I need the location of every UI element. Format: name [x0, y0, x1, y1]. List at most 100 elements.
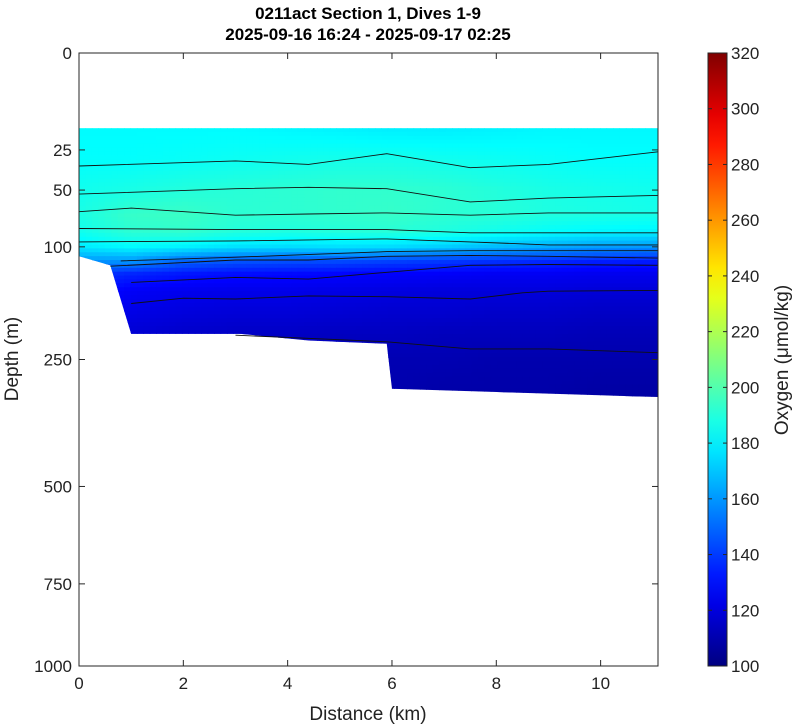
field-cell [143, 287, 151, 292]
field-cell [606, 147, 614, 152]
field-cell [207, 201, 215, 207]
field-cell [477, 201, 485, 207]
field-cell [272, 201, 280, 207]
field-cell [465, 283, 473, 288]
field-cell [278, 248, 286, 253]
field-cell [149, 236, 157, 242]
field-cell [651, 326, 658, 331]
field-cell [400, 256, 408, 261]
field-cell [349, 275, 357, 281]
field-cell [516, 182, 524, 187]
field-cell [272, 306, 280, 312]
field-cell [297, 201, 305, 207]
field-cell [194, 131, 202, 137]
field-cell [465, 337, 473, 343]
field-cell [342, 271, 350, 277]
field-cell [394, 131, 402, 137]
field-cell [400, 197, 408, 203]
field-cell [188, 217, 196, 222]
field-cell [329, 314, 337, 319]
field-cell [394, 314, 402, 319]
field-cell [246, 267, 254, 273]
field-cell [580, 128, 588, 133]
field-cell [535, 128, 543, 133]
field-cell [336, 178, 344, 184]
field-cell [612, 135, 620, 141]
field-cell [574, 294, 582, 300]
field-cell [522, 190, 530, 195]
field-cell [317, 225, 325, 230]
field-cell [574, 314, 582, 319]
field-cell [484, 197, 492, 203]
field-cell [252, 128, 260, 133]
field-cell [317, 128, 325, 133]
field-cell [625, 275, 633, 281]
field-cell [91, 201, 99, 207]
field-cell [516, 166, 524, 172]
field-cell [310, 306, 318, 312]
field-cell [226, 260, 234, 265]
field-cell [606, 166, 614, 172]
field-cell [362, 170, 370, 176]
field-cell [439, 244, 447, 249]
field-cell [362, 139, 370, 145]
field-cell [580, 221, 588, 226]
field-cell [374, 337, 382, 343]
field-cell [394, 275, 402, 281]
field-cell [284, 291, 292, 296]
field-cell [477, 252, 485, 257]
field-cell [175, 205, 183, 211]
field-cell [368, 302, 376, 308]
field-cell [355, 201, 363, 207]
field-cell [304, 147, 312, 152]
field-cell [529, 155, 537, 160]
field-cell [535, 139, 543, 145]
field-cell [535, 232, 543, 238]
field-cell [574, 163, 582, 168]
field-cell [226, 163, 234, 168]
field-cell [542, 263, 550, 269]
field-cell [265, 283, 273, 288]
field-cell [484, 271, 492, 277]
field-cell [156, 182, 164, 187]
field-cell [426, 337, 434, 343]
field-cell [632, 159, 640, 164]
field-cell [387, 221, 395, 226]
field-cell [156, 263, 164, 269]
field-cell [522, 135, 530, 141]
field-cell [510, 263, 518, 269]
field-cell [239, 298, 247, 304]
field-cell [413, 147, 421, 152]
field-cell [606, 263, 614, 269]
field-cell [85, 147, 93, 152]
field-cell [265, 314, 273, 319]
field-cell [516, 337, 524, 343]
field-cell [368, 283, 376, 288]
field-cell [252, 244, 260, 249]
field-cell [207, 228, 215, 234]
field-cell [522, 302, 530, 308]
field-cell [104, 143, 112, 149]
field-cell [162, 128, 170, 133]
field-cell [587, 163, 595, 168]
field-cell [130, 170, 138, 176]
field-cell [329, 178, 337, 184]
field-cell [580, 267, 588, 273]
field-cell [555, 298, 563, 304]
field-cell [632, 287, 640, 292]
field-cell [625, 147, 633, 152]
field-cell [606, 283, 614, 288]
field-cell [355, 302, 363, 308]
field-cell [471, 131, 479, 137]
field-cell [593, 194, 601, 199]
field-cell [284, 263, 292, 269]
field-cell [477, 236, 485, 242]
field-cell [111, 275, 119, 281]
field-cell [117, 194, 125, 199]
field-cell [149, 135, 157, 141]
field-cell [265, 263, 273, 269]
field-cell [336, 221, 344, 226]
field-cell [297, 248, 305, 253]
field-cell [336, 287, 344, 292]
field-cell [169, 298, 177, 304]
